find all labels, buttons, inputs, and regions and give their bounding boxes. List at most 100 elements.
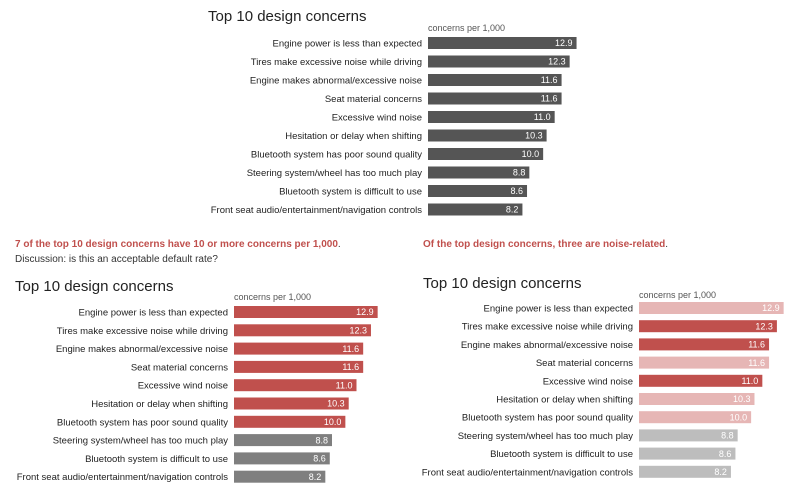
takeaway-right-bold: Of the top design concerns, three are no…: [423, 239, 666, 250]
bar: [234, 434, 332, 447]
category-label: Tires make excessive noise while driving: [251, 57, 422, 68]
category-label: Tires make excessive noise while driving: [462, 322, 633, 333]
value-label: 11.6: [342, 362, 359, 372]
category-label: Bluetooth system is difficult to use: [85, 454, 228, 465]
bar-chart-top: Engine power is less than expected 12.9 Ti…: [211, 37, 577, 216]
bar: [234, 470, 326, 483]
category-label: Excessive wind noise: [138, 381, 228, 392]
category-label: Seat material concerns: [131, 362, 228, 373]
category-label: Steering system/wheel has too much play: [458, 431, 634, 442]
category-label: Hesitation or delay when shifting: [496, 395, 633, 406]
category-label: Engine power is less than expected: [273, 39, 422, 50]
category-label: Steering system/wheel has too much play: [53, 436, 229, 447]
value-label: 11.6: [748, 358, 765, 368]
bar: [234, 342, 364, 355]
takeaway-left: 7 of the top 10 design concerns have 10 …: [15, 239, 341, 250]
bar: [639, 393, 755, 405]
value-label: 8.8: [315, 435, 328, 445]
category-label: Steering system/wheel has too much play: [247, 168, 423, 179]
bar: [428, 74, 562, 86]
bar-chart-bottom-right: Engine power is less than expected 12.9 Ti…: [422, 302, 784, 478]
category-label: Front seat audio/entertainment/navigatio…: [17, 472, 228, 483]
value-label: 8.2: [714, 467, 727, 477]
value-label: 10.3: [733, 394, 751, 404]
takeaway-right: Of the top design concerns, three are no…: [423, 239, 668, 250]
value-label: 11.6: [541, 75, 558, 85]
bar: [639, 465, 731, 478]
bar: [234, 452, 330, 465]
bar: [234, 379, 357, 392]
category-label: Front seat audio/entertainment/navigatio…: [422, 467, 633, 478]
bar: [234, 415, 346, 428]
bar: [428, 166, 530, 179]
value-label: 10.3: [327, 399, 345, 409]
value-label: 11.6: [541, 94, 558, 104]
chart-title: Top 10 design concerns: [15, 278, 174, 295]
bar: [428, 203, 523, 216]
chart-title: Top 10 design concerns: [208, 8, 367, 25]
value-label: 8.6: [719, 449, 732, 459]
bar: [428, 92, 562, 105]
bar: [428, 55, 570, 68]
bar: [639, 320, 777, 333]
category-label: Excessive wind noise: [332, 113, 422, 124]
value-label: 11.0: [741, 376, 758, 386]
bar: [428, 111, 555, 123]
takeaway-left-bold: 7 of the top 10 design concerns have 10 …: [15, 239, 338, 250]
value-label: 12.3: [548, 57, 566, 67]
category-label: Hesitation or delay when shifting: [285, 131, 422, 142]
value-label: 12.9: [762, 303, 780, 313]
category-label: Front seat audio/entertainment/navigatio…: [211, 205, 422, 216]
value-label: 8.8: [721, 431, 734, 441]
category-label: Engine makes abnormal/excessive noise: [461, 340, 633, 351]
value-label: 10.0: [324, 417, 342, 427]
bar: [234, 324, 371, 337]
category-label: Seat material concerns: [325, 94, 422, 105]
category-label: Excessive wind noise: [543, 376, 633, 387]
category-label: Engine power is less than expected: [79, 308, 228, 319]
category-label: Hesitation or delay when shifting: [91, 399, 228, 410]
category-label: Bluetooth system has poor sound quality: [251, 150, 422, 161]
category-label: Engine power is less than expected: [484, 304, 633, 315]
value-label: 11.6: [342, 344, 359, 354]
unit-label: concerns per 1,000: [428, 23, 506, 33]
bar: [639, 302, 784, 314]
bar: [428, 185, 528, 197]
value-label: 10.3: [525, 131, 543, 141]
value-label: 12.9: [555, 38, 573, 48]
bar: [428, 129, 547, 142]
bar: [639, 447, 736, 460]
bar: [428, 37, 577, 49]
value-label: 8.6: [511, 186, 524, 196]
bar: [639, 374, 763, 387]
bar: [234, 397, 349, 410]
value-label: 8.6: [313, 454, 326, 464]
bar: [234, 360, 364, 373]
value-label: 8.2: [309, 472, 322, 482]
bar: [639, 411, 752, 424]
category-label: Engine makes abnormal/excessive noise: [56, 344, 228, 355]
category-label: Bluetooth system has poor sound quality: [57, 417, 228, 428]
chart-title: Top 10 design concerns: [423, 275, 582, 292]
bar: [428, 148, 544, 160]
value-label: 8.8: [513, 168, 526, 178]
takeaway-right-end: .: [665, 239, 669, 250]
value-label: 10.0: [730, 412, 748, 422]
value-label: 11.0: [534, 112, 551, 122]
category-label: Bluetooth system is difficult to use: [279, 187, 422, 198]
takeaway-left-discussion: Discussion: is this an acceptable defaul…: [15, 254, 218, 265]
unit-label: concerns per 1,000: [639, 290, 717, 300]
bar: [639, 338, 770, 351]
value-label: 8.2: [506, 205, 519, 215]
value-label: 12.9: [356, 307, 374, 317]
unit-label: concerns per 1,000: [234, 292, 312, 302]
value-label: 10.0: [522, 149, 540, 159]
value-label: 11.6: [748, 340, 765, 350]
takeaway-left-line2: Discussion: is this an acceptable defaul…: [15, 254, 218, 265]
bar: [639, 356, 770, 369]
category-label: Bluetooth system is difficult to use: [490, 449, 633, 460]
value-label: 12.3: [349, 326, 367, 336]
bar: [639, 429, 738, 442]
takeaway-left-end: .: [337, 239, 341, 250]
value-label: 11.0: [336, 380, 353, 390]
